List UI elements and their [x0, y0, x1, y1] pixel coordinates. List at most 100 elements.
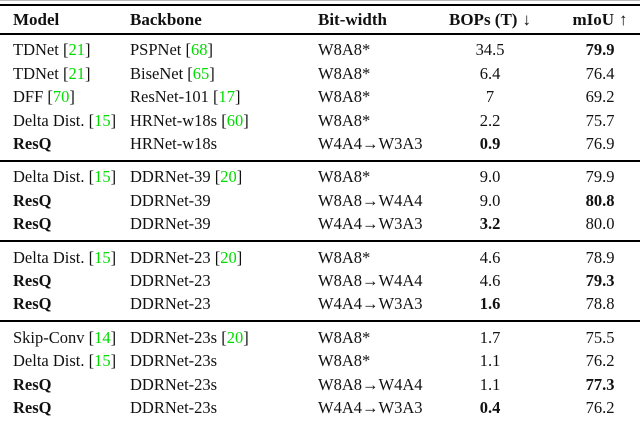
table-header: Model Backbone Bit-width BOPs (T) ↓ mIoU ↑: [0, 6, 640, 33]
col-header-model: Model: [13, 10, 60, 29]
citation-number[interactable]: 17: [218, 87, 235, 107]
backbone-cell: DDRNet-23s: [130, 351, 318, 371]
up-arrow-icon: ↑: [619, 10, 628, 29]
backbone-cell-text: DDRNet-39: [130, 167, 211, 187]
citation-link[interactable]: [70]: [47, 87, 75, 107]
citation-number[interactable]: 15: [94, 351, 111, 371]
citation-link[interactable]: [68]: [185, 40, 213, 60]
miou-cell: 79.3: [585, 270, 615, 290]
bops-cell: 4.6: [479, 270, 501, 290]
citation-number[interactable]: 20: [220, 167, 237, 187]
citation-link[interactable]: [15]: [88, 351, 117, 371]
model-cell: ResQ: [13, 397, 130, 417]
citation-number[interactable]: 20: [226, 327, 244, 347]
backbone-cell: HRNet-w18s [60]: [130, 110, 318, 130]
backbone-cell: DDRNet-39 [20]: [130, 169, 318, 186]
model-cell-text: Delta Dist.: [13, 351, 85, 371]
miou-cell: 76.9: [585, 134, 615, 153]
miou-cell: 77.3: [585, 374, 615, 394]
citation-link[interactable]: [65]: [187, 63, 215, 83]
backbone-cell-text: PSPNet: [130, 40, 182, 60]
model-cell-text: ResQ: [13, 397, 52, 417]
miou-cell: 78.9: [585, 247, 615, 267]
table-section: Skip-Conv [14] DDRNet-23s [20] W8A8* 1.7 75.…: [0, 322, 640, 423]
backbone-cell: DDRNet-39: [130, 192, 318, 210]
citation-number[interactable]: 15: [94, 167, 111, 187]
citation-link[interactable]: [21]: [62, 40, 91, 60]
citation-link[interactable]: [60]: [221, 110, 249, 130]
backbone-cell-text: DDRNet-23: [130, 247, 211, 267]
section-divider: [0, 320, 640, 323]
citation-number[interactable]: 15: [94, 247, 111, 267]
backbone-cell-text: HRNet-w18s: [130, 110, 218, 130]
bops-cell: 2.2: [479, 110, 501, 130]
citation-link[interactable]: [20]: [214, 247, 243, 267]
citation-number[interactable]: 14: [94, 327, 111, 347]
model-cell: ResQ: [13, 296, 130, 313]
table-row: ResQ DDRNet-23 W4A4→W3A3 1.6 78.8: [0, 293, 640, 316]
bitwidth-cell: W4A4→W3A3: [318, 134, 423, 153]
col-header-bitwidth: Bit-width: [318, 10, 387, 29]
backbone-cell: DDRNet-23s: [130, 376, 318, 394]
bops-cell: 1.1: [479, 351, 501, 371]
citation-number[interactable]: 21: [68, 40, 85, 60]
model-cell: ResQ: [13, 135, 130, 153]
table-row: ResQ DDRNet-23s W4A4→W3A3 0.4 76.2: [0, 396, 640, 419]
backbone-cell-text: ResNet-101: [130, 87, 209, 107]
model-cell-text: Delta Dist.: [13, 167, 85, 187]
citation-link[interactable]: [15]: [88, 247, 117, 267]
bops-cell: 1.7: [479, 327, 501, 347]
model-cell: Delta Dist. [15]: [13, 351, 130, 371]
col-header-bops-label: BOPs (T): [449, 10, 518, 29]
citation-link[interactable]: [15]: [88, 167, 117, 187]
backbone-cell-text: DDRNet-23s: [130, 351, 218, 371]
citation-link[interactable]: [20]: [214, 167, 243, 187]
model-cell: Skip-Conv [14]: [13, 327, 130, 347]
citation-number[interactable]: 20: [220, 247, 237, 267]
bops-cell: 1.1: [479, 374, 501, 394]
backbone-cell: ResNet-101 [17]: [130, 87, 318, 107]
miou-cell: 75.5: [585, 327, 615, 347]
citation-link[interactable]: [21]: [62, 63, 91, 83]
backbone-cell: DDRNet-23 [20]: [130, 247, 318, 267]
table-row: TDNet [21] BiseNet [65] W8A8* 6.4 76.4: [0, 62, 640, 85]
citation-link[interactable]: [20]: [221, 327, 249, 347]
miou-cell: 76.2: [585, 397, 615, 417]
backbone-cell: BiseNet [65]: [130, 63, 318, 83]
bitwidth-cell: W8A8*: [318, 167, 371, 187]
citation-link[interactable]: [15]: [88, 110, 117, 130]
citation-link[interactable]: [14]: [88, 327, 117, 347]
bops-cell: 9.0: [479, 190, 501, 210]
backbone-cell: DDRNet-39: [130, 215, 318, 233]
section-divider: [0, 240, 640, 243]
model-cell: ResQ: [13, 190, 130, 210]
model-cell: TDNet [21]: [13, 42, 130, 59]
table-row: DFF [70] ResNet-101 [17] W8A8* 7 69.2: [0, 86, 640, 109]
bitwidth-cell: W8A8*: [318, 87, 371, 107]
citation-number[interactable]: 68: [190, 40, 208, 60]
bitwidth-cell: W8A8→W4A4: [318, 190, 423, 210]
table-row: ResQ DDRNet-23 W8A8→W4A4 4.6 79.3: [0, 270, 640, 293]
bitwidth-cell: W8A8*: [318, 327, 371, 347]
model-cell-text: ResQ: [13, 190, 52, 210]
citation-link[interactable]: [17]: [212, 87, 241, 107]
citation-number[interactable]: 15: [94, 110, 111, 130]
citation-number[interactable]: 65: [192, 63, 210, 83]
citation-number[interactable]: 21: [68, 63, 85, 83]
table-section: Delta Dist. [15] DDRNet-23 [20] W8A8* 4.6 78…: [0, 242, 640, 320]
col-header-miou: mIoU ↑: [560, 11, 640, 28]
bitwidth-cell: W4A4→W3A3: [318, 214, 423, 234]
backbone-cell: HRNet-w18s: [130, 135, 318, 153]
miou-cell: 79.9: [585, 40, 615, 60]
bitwidth-cell: W4A4→W3A3: [318, 397, 423, 417]
backbone-cell-text: DDRNet-23s: [130, 327, 218, 347]
table-row: ResQ DDRNet-39 W4A4→W3A3 3.2 80.0: [0, 213, 640, 236]
table-row: TDNet [21] PSPNet [68] W8A8* 34.5 79.9: [0, 39, 640, 62]
backbone-cell: DDRNet-23s [20]: [130, 327, 318, 347]
bops-cell: 7: [485, 87, 495, 107]
citation-number[interactable]: 70: [52, 87, 70, 107]
table-section: TDNet [21] PSPNet [68] W8A8* 34.5 79.9 TDNet …: [0, 35, 640, 160]
model-cell: ResQ: [13, 272, 130, 290]
citation-number[interactable]: 60: [226, 110, 244, 130]
bops-cell: 6.4: [479, 63, 501, 83]
